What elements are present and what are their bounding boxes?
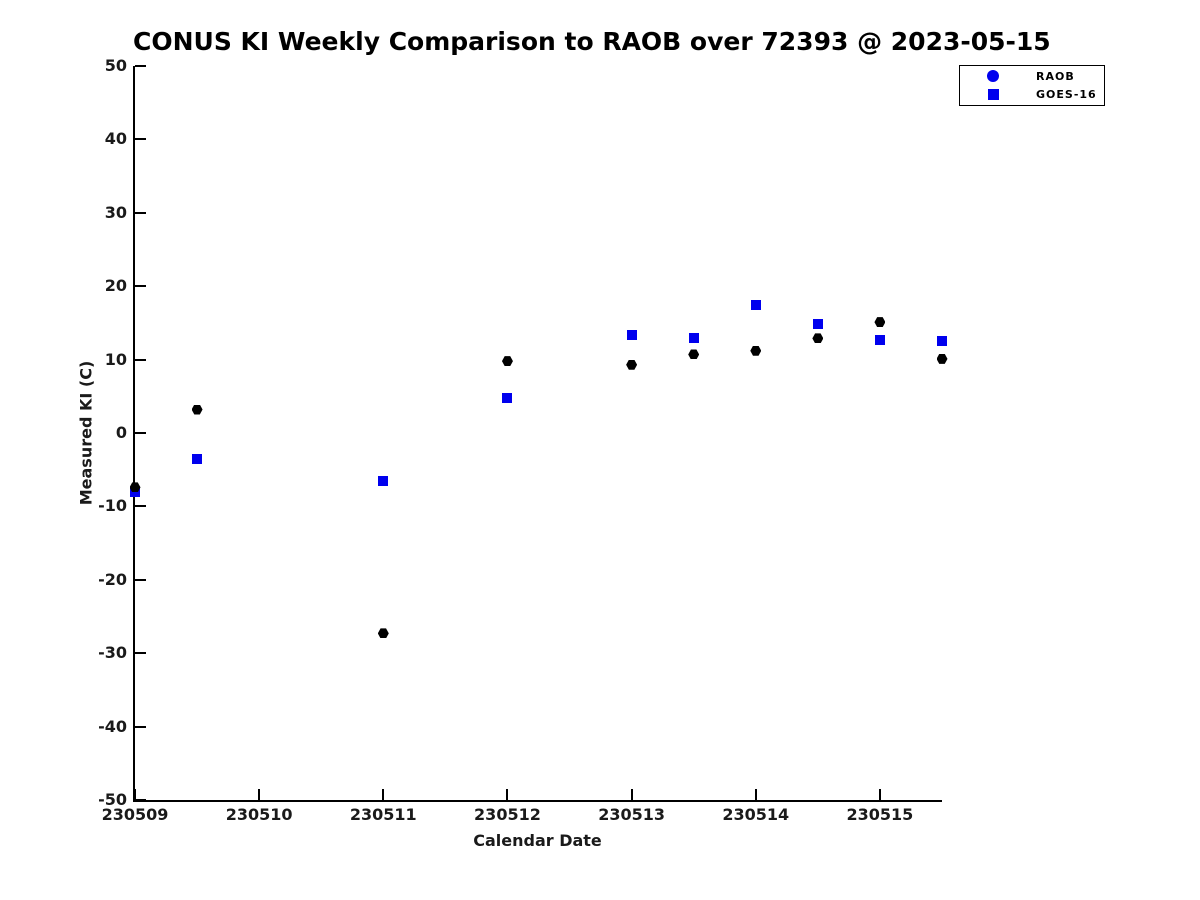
raob-marker <box>750 345 762 356</box>
y-axis-tick <box>135 285 146 288</box>
goes-16-marker <box>130 487 140 498</box>
raob-marker <box>874 317 886 328</box>
x-axis-label: Calendar Date <box>473 831 602 850</box>
raob-marker <box>129 482 141 493</box>
y-axis-tick <box>135 138 146 141</box>
legend-row: GOES-16 <box>960 87 1104 103</box>
goes-16-marker <box>812 318 823 329</box>
legend-label: RAOB <box>1036 69 1075 83</box>
legend-row: RAOB <box>960 68 1104 84</box>
y-tick-label: 40 <box>104 129 127 149</box>
y-tick-label: 10 <box>104 349 127 369</box>
y-tick-label: -40 <box>98 716 127 736</box>
legend-marker-cell <box>960 89 1026 101</box>
goes-16-marker <box>688 332 699 343</box>
x-axis-tick <box>258 789 261 800</box>
goes-16-marker <box>937 336 947 347</box>
x-axis-tick <box>382 789 385 800</box>
x-tick-label: 230514 <box>722 805 790 824</box>
x-tick-label: 230512 <box>474 805 541 824</box>
y-tick-label: 50 <box>104 56 127 75</box>
y-tick-label: -10 <box>98 496 127 516</box>
y-axis-tick <box>135 211 146 214</box>
raob-marker <box>688 349 700 360</box>
legend: RAOB GOES-16 <box>959 65 1105 106</box>
y-tick-label: 0 <box>115 423 127 442</box>
x-axis-tick <box>134 789 136 800</box>
y-tick-label: 20 <box>104 276 127 296</box>
y-axis-tick <box>135 799 146 801</box>
raob-legend-circle-icon <box>987 70 999 83</box>
x-axis-tick <box>506 789 509 800</box>
y-axis-tick <box>135 578 146 581</box>
y-axis-tick <box>135 505 146 508</box>
raob-marker <box>377 628 389 639</box>
y-axis-tick <box>135 725 146 728</box>
goes-16-marker <box>192 453 203 464</box>
goes-16-marker <box>502 392 513 403</box>
x-tick-label: 230513 <box>598 805 665 824</box>
x-tick-label: 230509 <box>101 805 169 824</box>
y-tick-label: -30 <box>98 643 127 663</box>
y-tick-label: 30 <box>104 202 127 222</box>
raob-marker <box>812 333 824 344</box>
goes-16-marker <box>750 300 761 311</box>
goes-16-legend-square-icon <box>987 89 999 101</box>
raob-marker <box>191 404 203 415</box>
goes-16-marker <box>626 330 637 341</box>
chart-title: CONUS KI Weekly Comparison to RAOB over … <box>133 27 1051 56</box>
legend-label: GOES-16 <box>1036 88 1097 102</box>
raob-marker <box>626 359 638 370</box>
x-axis-tick <box>754 789 757 800</box>
x-tick-label: 230510 <box>225 805 293 824</box>
raob-marker <box>936 353 948 364</box>
x-tick-label: 230511 <box>349 805 417 824</box>
y-axis-tick <box>135 65 146 67</box>
y-tick-label: -20 <box>98 569 127 589</box>
raob-marker <box>501 356 513 367</box>
x-axis-tick <box>630 789 633 800</box>
legend-marker-cell <box>960 70 1026 83</box>
x-tick-label: 230515 <box>846 805 914 824</box>
x-axis-tick <box>878 789 881 800</box>
y-axis-tick <box>135 358 146 361</box>
y-axis-tick <box>135 432 146 434</box>
y-axis-tick <box>135 652 146 655</box>
y-tick-label: -50 <box>98 790 127 809</box>
goes-16-marker <box>378 476 389 487</box>
goes-16-marker <box>874 334 885 345</box>
plot-area <box>129 65 948 802</box>
